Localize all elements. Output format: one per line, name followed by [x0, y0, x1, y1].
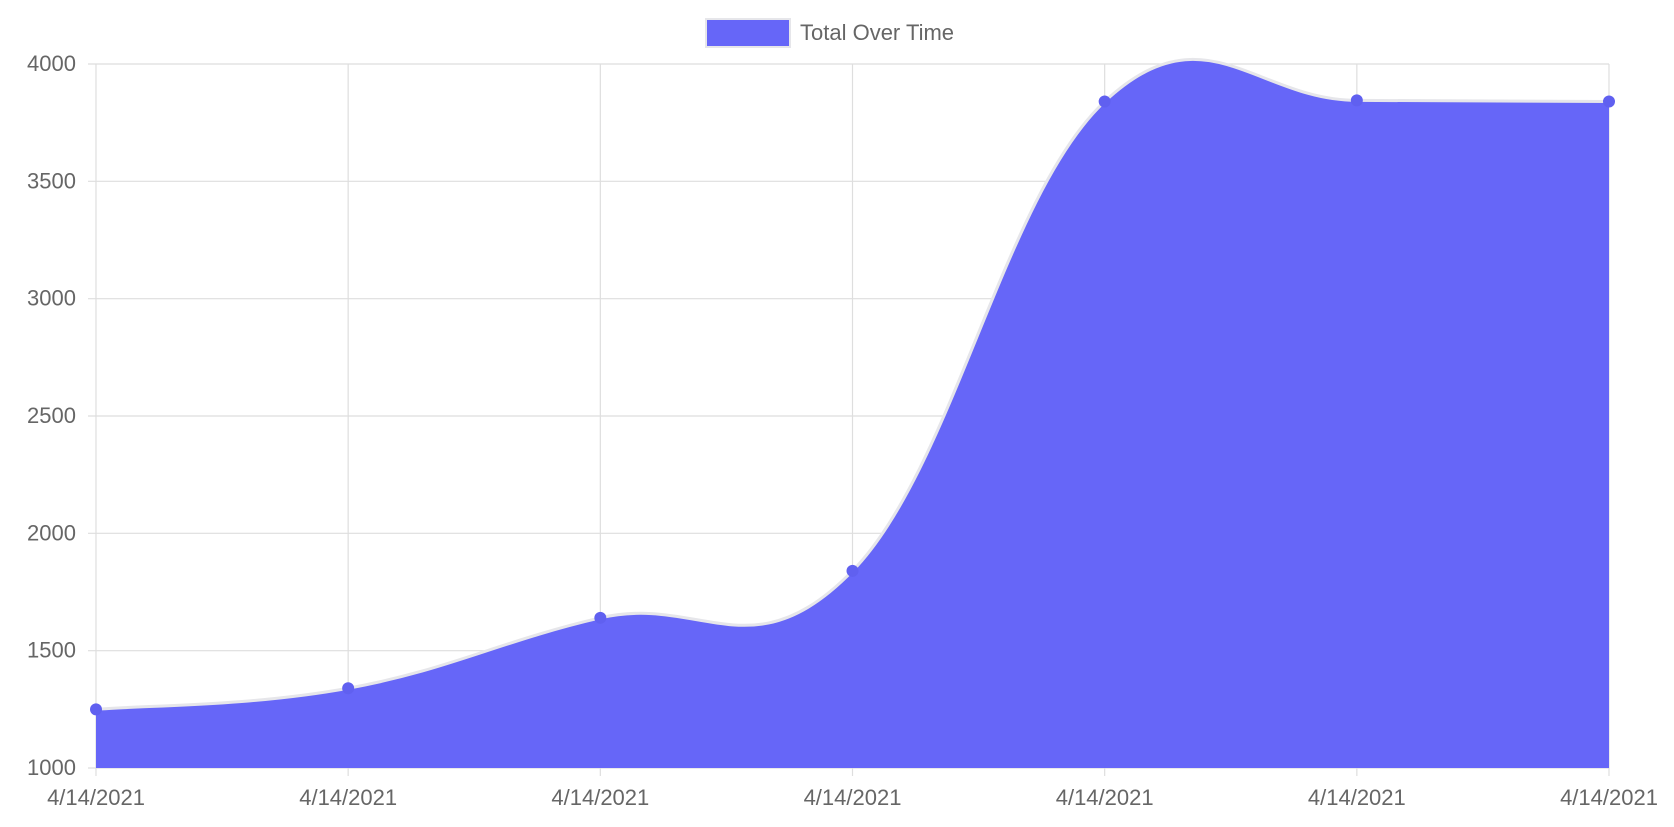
x-tick-label: 4/14/2021 — [551, 785, 649, 810]
y-tick-label: 1500 — [27, 638, 76, 663]
legend-label[interactable]: Total Over Time — [800, 20, 954, 45]
y-tick-label: 1000 — [27, 755, 76, 780]
data-point[interactable] — [1099, 96, 1110, 107]
x-tick-label: 4/14/2021 — [1056, 785, 1154, 810]
x-tick-label: 4/14/2021 — [299, 785, 397, 810]
y-tick-label: 3500 — [27, 168, 76, 193]
y-axis-ticks: 1000 1500 2000 2500 3000 3500 4000 — [27, 51, 76, 780]
y-tick-label: 2500 — [27, 403, 76, 428]
y-tick-label: 2000 — [27, 520, 76, 545]
y-tick-label: 4000 — [27, 51, 76, 76]
x-tick-label: 4/14/2021 — [1308, 785, 1406, 810]
data-point[interactable] — [1604, 96, 1615, 107]
data-point[interactable] — [847, 565, 858, 576]
x-tick-label: 4/14/2021 — [804, 785, 902, 810]
x-tick-label: 4/14/2021 — [1560, 785, 1658, 810]
data-point[interactable] — [595, 612, 606, 623]
x-tick-label: 4/14/2021 — [47, 785, 145, 810]
legend-swatch[interactable] — [706, 19, 790, 47]
data-point[interactable] — [1351, 95, 1362, 106]
y-tick-label: 3000 — [27, 286, 76, 311]
data-point[interactable] — [91, 704, 102, 715]
x-axis-ticks: 4/14/2021 4/14/2021 4/14/2021 4/14/2021 4/14… — [47, 785, 1658, 810]
data-point[interactable] — [343, 683, 354, 694]
legend[interactable]: Total Over Time — [706, 19, 954, 47]
